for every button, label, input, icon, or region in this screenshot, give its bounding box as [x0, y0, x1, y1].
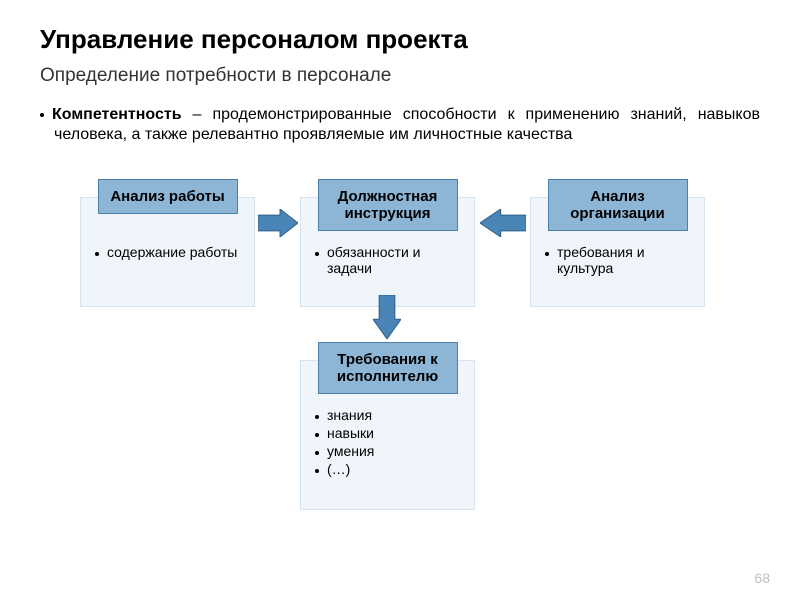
list-item: умения — [327, 443, 462, 459]
node-requirements: Требования к исполнителю знания навыки у… — [300, 342, 475, 510]
definition-text: Компетентность – продемонстрированные сп… — [54, 105, 760, 145]
list-item: требования и культура — [557, 244, 692, 276]
page-number: 68 — [754, 570, 770, 586]
list-item: обязанности и задачи — [327, 244, 462, 276]
arrow-left-icon — [480, 209, 526, 237]
definition-term: Компетентность — [52, 106, 182, 123]
list-item: знания — [327, 407, 462, 423]
flow-diagram: Анализ работы содержание работы Должност… — [40, 167, 760, 547]
node-job-description: Должностная инструкция обязанности и зад… — [300, 179, 475, 307]
arrow-down-icon — [373, 295, 401, 339]
list-item: содержание работы — [107, 244, 242, 260]
list-item: (…) — [327, 461, 462, 477]
page-title: Управление персоналом проекта — [40, 24, 760, 55]
node-analysis-org: Анализ организации требования и культура — [530, 179, 705, 307]
page-subtitle: Определение потребности в персонале — [40, 65, 760, 87]
node-header: Требования к исполнителю — [318, 342, 458, 394]
node-analysis-work: Анализ работы содержание работы — [80, 179, 255, 307]
arrow-right-icon — [258, 209, 298, 237]
node-header: Должностная инструкция — [318, 179, 458, 231]
node-header: Анализ работы — [98, 179, 238, 214]
node-header: Анализ организации — [548, 179, 688, 231]
bullet-icon — [40, 113, 44, 117]
list-item: навыки — [327, 425, 462, 441]
